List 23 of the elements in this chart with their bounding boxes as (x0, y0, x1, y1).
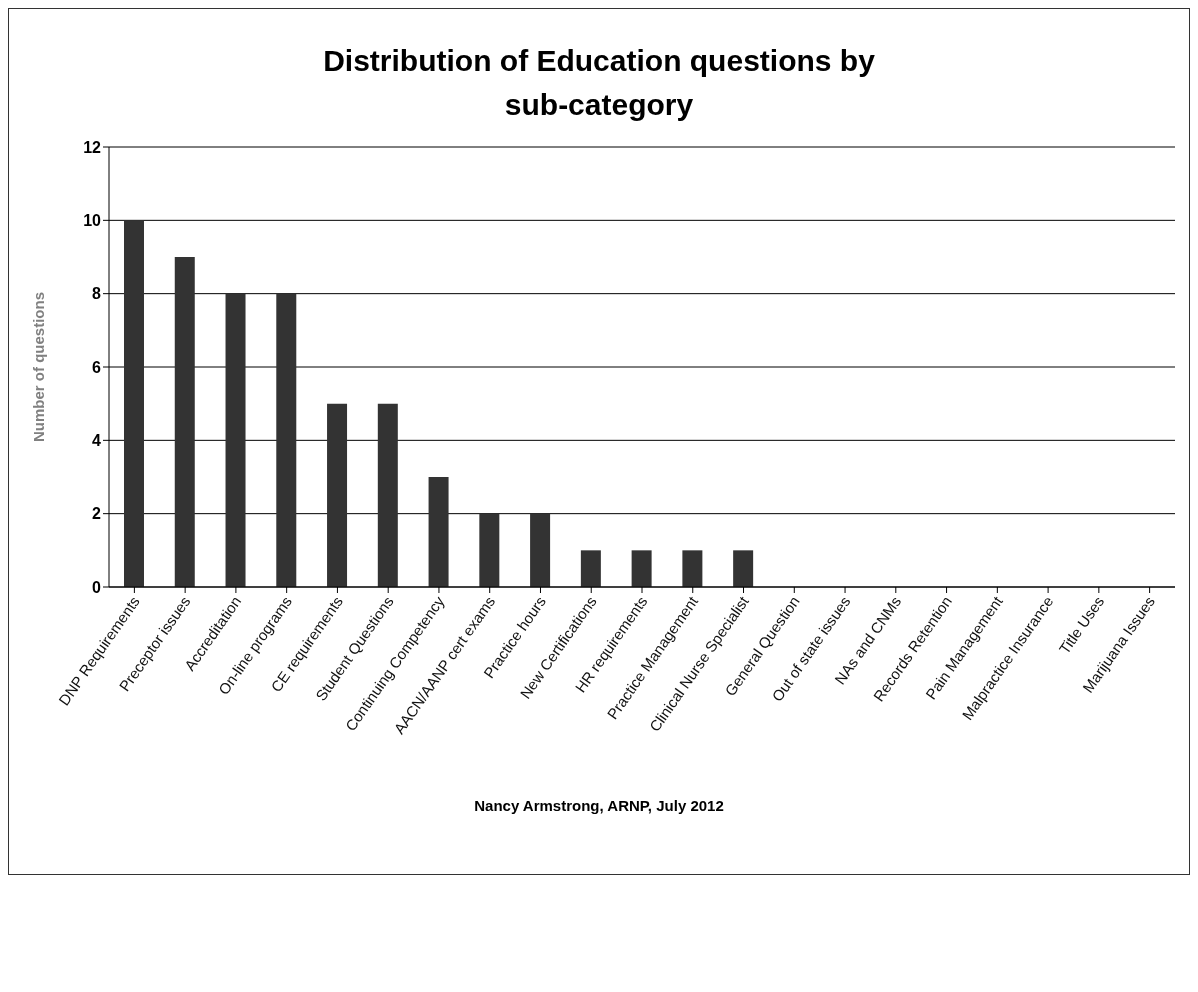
bar (631, 550, 652, 587)
y-tick-label: 4 (92, 432, 102, 450)
y-tick-label: 2 (92, 505, 102, 523)
bar (428, 477, 449, 587)
bar (174, 257, 195, 587)
y-tick-label: 6 (92, 358, 102, 376)
y-tick-label: 0 (92, 578, 102, 596)
bar (225, 293, 246, 587)
bar (733, 550, 754, 587)
y-tick-label: 10 (83, 212, 102, 230)
y-tick-label: 12 (83, 138, 102, 156)
bar (377, 403, 398, 587)
bar (530, 513, 551, 587)
y-axis-title: Number of questions (30, 291, 48, 443)
bar (580, 550, 601, 587)
bar (327, 403, 348, 587)
text: Nancy Armstrong, ARNP, July 2012 (473, 797, 725, 814)
chart-title: Distribution of Education questions by sub-category (322, 43, 876, 123)
bar (682, 550, 703, 587)
bar (124, 220, 144, 587)
bar (479, 513, 500, 587)
y-tick-label: 8 (92, 285, 102, 303)
bar (276, 293, 297, 587)
